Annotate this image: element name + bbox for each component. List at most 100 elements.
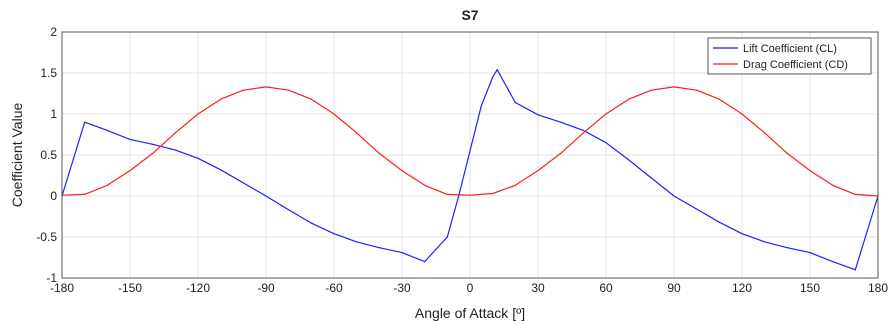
- data-point-lift: [718, 221, 720, 223]
- x-tick-label: 60: [599, 281, 613, 295]
- data-point-lift: [84, 121, 86, 123]
- data-point-drag: [650, 89, 652, 91]
- data-point-drag: [197, 113, 199, 115]
- data-point-drag: [333, 113, 335, 115]
- y-axis-title: Coefficient Value: [9, 103, 25, 208]
- data-point-drag: [492, 192, 494, 195]
- data-point-lift: [152, 143, 154, 145]
- data-point-lift: [492, 76, 494, 78]
- data-point-lift: [514, 101, 516, 104]
- data-point-drag: [741, 113, 743, 115]
- x-axis-title: Angle of Attack [º]: [415, 305, 525, 321]
- data-point-lift: [458, 195, 460, 197]
- chart-title: S7: [461, 7, 478, 23]
- series-line-lift: [61, 69, 879, 271]
- x-tick-label: 150: [800, 281, 820, 295]
- data-point-drag: [356, 132, 358, 134]
- data-point-lift: [560, 121, 562, 123]
- y-tick-label: 1.5: [40, 66, 57, 80]
- data-point-lift: [220, 169, 222, 171]
- data-point-lift: [129, 138, 131, 141]
- data-point-drag: [514, 184, 516, 186]
- data-point-drag: [288, 89, 290, 91]
- data-point-lift: [242, 182, 244, 184]
- data-point-drag: [673, 86, 675, 88]
- data-point-lift: [673, 195, 675, 197]
- grid: [61, 31, 879, 279]
- data-point-lift: [401, 251, 403, 254]
- data-point-drag: [84, 193, 86, 195]
- y-tick-labels: -1 -0.5 0 0.5 1 1.5 2: [36, 25, 57, 285]
- plot-frame: [61, 31, 879, 279]
- data-point-lift: [197, 157, 199, 159]
- data-point-lift: [809, 251, 811, 254]
- data-point-drag: [152, 152, 154, 154]
- data-point-lift: [288, 209, 290, 211]
- data-point-lift: [605, 142, 607, 144]
- data-point-drag: [696, 89, 698, 91]
- y-tick-label: -1: [46, 271, 57, 285]
- x-tick-label: 0: [467, 281, 474, 295]
- data-point-lift: [537, 114, 539, 116]
- data-point-drag: [560, 152, 562, 154]
- x-tick-label: -150: [118, 281, 142, 295]
- y-tick-label: 0.5: [40, 148, 57, 162]
- data-point-drag: [605, 113, 607, 115]
- data-point-lift: [446, 236, 448, 238]
- data-point-lift: [582, 129, 584, 131]
- data-point-lift: [106, 129, 108, 131]
- x-tick-label: -120: [186, 281, 210, 295]
- data-point-lift: [764, 241, 766, 243]
- data-point-lift: [832, 261, 834, 263]
- data-point-lift: [741, 233, 743, 235]
- data-point-lift: [356, 241, 358, 243]
- data-point-drag: [242, 89, 244, 91]
- x-tick-labels: -180 -150 -120 -90 -60 -30 0 30 60 90 120 150 180: [50, 281, 888, 295]
- data-point-lift: [265, 195, 267, 197]
- data-point-lift: [854, 269, 856, 271]
- data-point-lift: [424, 261, 426, 263]
- x-tick-label: -90: [257, 281, 275, 295]
- data-point-drag: [582, 132, 584, 134]
- data-point-lift: [333, 233, 335, 235]
- data-point-lift: [650, 177, 652, 179]
- data-point-lift: [378, 247, 380, 249]
- data-point-drag: [265, 86, 267, 88]
- data-point-drag: [310, 98, 312, 100]
- data-point-drag: [469, 194, 471, 196]
- y-tick-label: -0.5: [36, 230, 57, 244]
- data-point-lift: [496, 69, 498, 71]
- data-point-drag: [129, 169, 131, 172]
- legend-box: [707, 37, 872, 75]
- data-point-drag: [220, 98, 222, 100]
- legend: Lift Coefficient (CL) Drag Coefficient (…: [707, 37, 872, 75]
- data-point-drag: [718, 98, 720, 100]
- x-tick-label: 120: [732, 281, 752, 295]
- y-tick-label: 2: [50, 25, 57, 39]
- data-point-lift: [310, 222, 312, 224]
- x-tick-label: -180: [50, 281, 74, 295]
- data-point-drag: [786, 152, 788, 154]
- data-point-drag: [424, 184, 426, 186]
- data-point-lift: [480, 105, 482, 107]
- data-point-drag: [537, 169, 539, 172]
- y-tick-label: 0: [50, 189, 57, 203]
- data-point-drag: [401, 169, 403, 172]
- data-point-drag: [174, 132, 176, 134]
- legend-label-lift: Lift Coefficient (CL): [743, 43, 837, 55]
- data-point-drag: [809, 169, 811, 172]
- data-point-lift: [628, 159, 630, 161]
- data-point-lift: [469, 150, 471, 152]
- data-point-drag: [628, 98, 630, 100]
- series-lines: [61, 69, 879, 271]
- data-point-lift: [174, 149, 176, 151]
- data-point-drag: [764, 132, 766, 134]
- data-point-drag: [446, 193, 448, 195]
- x-tick-label: 180: [868, 281, 888, 295]
- data-point-drag: [854, 193, 856, 195]
- x-tick-label: 30: [531, 281, 545, 295]
- data-point-drag: [832, 184, 834, 186]
- legend-label-drag: Drag Coefficient (CD): [743, 59, 848, 71]
- y-tick-label: 1: [50, 107, 57, 121]
